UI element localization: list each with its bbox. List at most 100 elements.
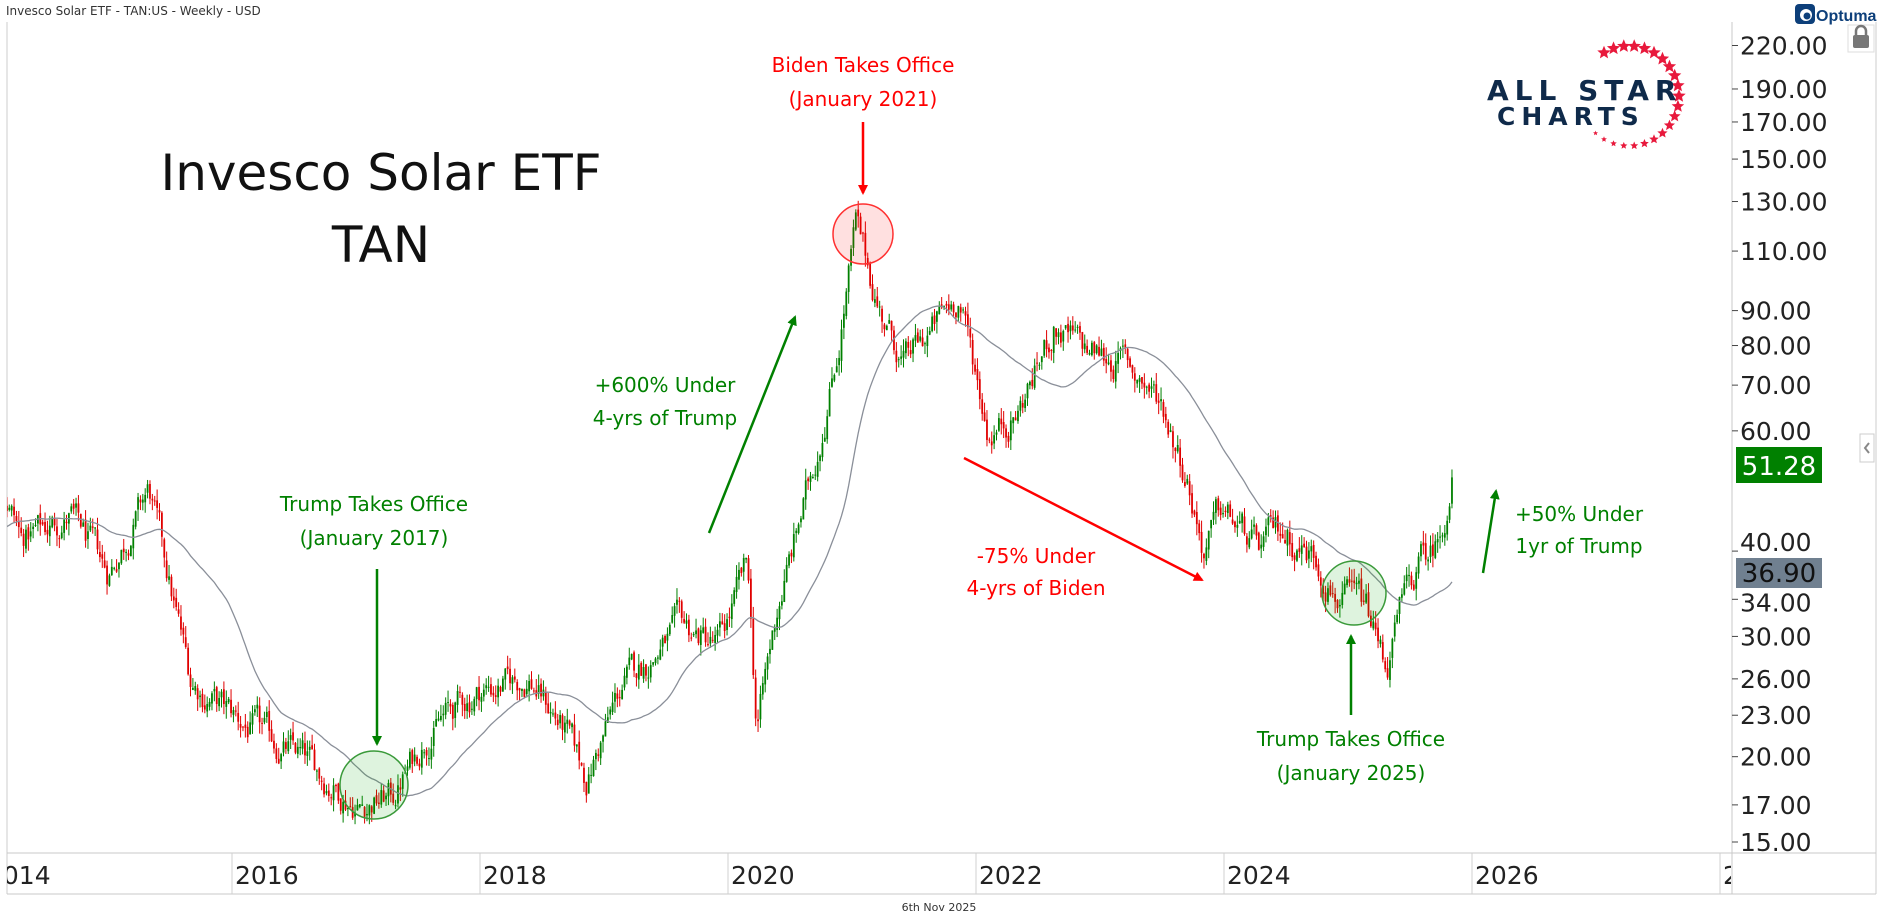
candle bbox=[926, 327, 929, 358]
candle bbox=[323, 777, 325, 798]
chart-header-title: Invesco Solar ETF - TAN:US - Weekly - US… bbox=[6, 4, 261, 18]
candle bbox=[258, 697, 261, 734]
candle bbox=[32, 523, 35, 539]
candle bbox=[315, 769, 318, 782]
candle bbox=[1138, 375, 1141, 393]
collapse-panel-button[interactable] bbox=[1859, 433, 1875, 463]
candle bbox=[1164, 406, 1167, 428]
candle bbox=[1381, 634, 1384, 663]
candle bbox=[1293, 552, 1296, 572]
candle bbox=[1396, 609, 1399, 625]
candle bbox=[289, 728, 292, 749]
candle bbox=[10, 504, 13, 517]
candle bbox=[523, 688, 526, 699]
candle bbox=[48, 515, 51, 546]
candle bbox=[924, 341, 926, 355]
candle bbox=[1052, 325, 1055, 364]
down-trend-arrow-icon bbox=[963, 456, 1204, 582]
candle bbox=[1434, 534, 1437, 560]
candle bbox=[177, 602, 180, 617]
candle bbox=[566, 708, 569, 734]
candle bbox=[599, 740, 602, 765]
candle bbox=[1231, 508, 1234, 525]
star-icon bbox=[1620, 141, 1628, 149]
price-tick-label: 170.00 bbox=[1740, 108, 1827, 137]
candle bbox=[754, 669, 757, 727]
candle bbox=[242, 726, 244, 732]
candle bbox=[1117, 341, 1120, 374]
candle bbox=[51, 515, 54, 529]
candle bbox=[1250, 519, 1253, 540]
last-price-value: 51.28 bbox=[1742, 452, 1816, 482]
candle bbox=[1267, 512, 1270, 537]
candle bbox=[165, 551, 168, 582]
candle bbox=[1355, 576, 1358, 595]
candle bbox=[1000, 408, 1003, 435]
candle bbox=[1148, 382, 1151, 399]
candle bbox=[108, 573, 111, 587]
price-tick-label: 90.00 bbox=[1740, 297, 1812, 326]
candle bbox=[222, 681, 225, 715]
candle bbox=[893, 325, 895, 355]
candle bbox=[406, 759, 409, 776]
candle bbox=[230, 689, 232, 718]
candle bbox=[306, 740, 309, 766]
candle bbox=[1031, 368, 1034, 390]
candle bbox=[1389, 651, 1391, 688]
candle bbox=[8, 504, 11, 512]
candle bbox=[721, 613, 724, 625]
candle bbox=[535, 679, 538, 700]
candle bbox=[320, 775, 323, 791]
candle bbox=[1126, 347, 1129, 368]
candle bbox=[618, 689, 621, 707]
lock-icon[interactable] bbox=[1847, 24, 1875, 53]
candle bbox=[516, 679, 519, 701]
candle bbox=[1424, 533, 1427, 566]
star-icon bbox=[1657, 127, 1668, 138]
candle bbox=[1317, 558, 1320, 582]
candle bbox=[804, 468, 807, 510]
candle bbox=[282, 732, 285, 757]
candle bbox=[1336, 599, 1339, 613]
candle bbox=[122, 538, 125, 560]
candle bbox=[1083, 334, 1086, 354]
candle bbox=[1262, 531, 1265, 552]
candle bbox=[723, 614, 726, 639]
candle bbox=[184, 626, 187, 649]
price-tick-label: 150.00 bbox=[1740, 145, 1827, 174]
candle bbox=[327, 783, 330, 802]
candle bbox=[225, 690, 228, 719]
candle bbox=[935, 310, 938, 334]
year-tick-label: 2022 bbox=[979, 861, 1043, 890]
candle bbox=[1021, 394, 1024, 414]
candle bbox=[1160, 387, 1162, 411]
last-price-badge: 51.28 bbox=[1736, 447, 1822, 483]
candle bbox=[70, 503, 73, 514]
candle bbox=[1024, 393, 1027, 412]
candle bbox=[1300, 535, 1303, 566]
candle bbox=[883, 322, 886, 337]
candle bbox=[785, 557, 788, 583]
candle bbox=[94, 527, 97, 536]
candle bbox=[428, 747, 430, 766]
candle bbox=[726, 613, 728, 636]
candle bbox=[287, 730, 290, 754]
candle bbox=[1386, 656, 1389, 680]
candle bbox=[1439, 525, 1441, 549]
candle bbox=[1110, 355, 1112, 382]
trump-600-sublabel: 4-yrs of Trump bbox=[593, 406, 737, 430]
candle bbox=[642, 659, 645, 683]
candle bbox=[757, 709, 759, 732]
candle bbox=[132, 518, 135, 560]
candle bbox=[1181, 457, 1184, 483]
candle bbox=[1093, 340, 1096, 360]
candle bbox=[156, 489, 159, 520]
candle bbox=[41, 519, 44, 526]
candle bbox=[1288, 520, 1291, 557]
candle bbox=[87, 522, 89, 549]
candle bbox=[630, 653, 633, 661]
candle bbox=[964, 306, 967, 327]
candle bbox=[952, 301, 955, 317]
candle bbox=[847, 263, 850, 304]
candle bbox=[852, 219, 855, 256]
